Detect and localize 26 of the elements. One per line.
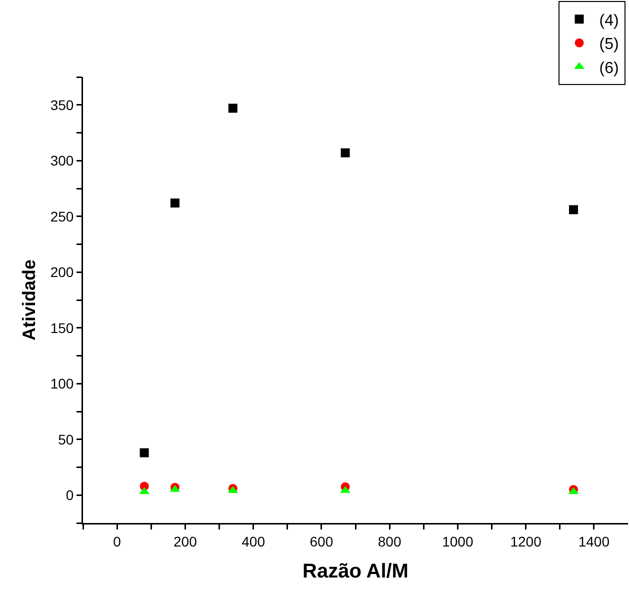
x-tick-label: 400 bbox=[242, 533, 266, 550]
x-axis-title: Razão Al/M bbox=[302, 560, 408, 583]
x-tick-label: 600 bbox=[310, 533, 334, 550]
point bbox=[228, 104, 238, 113]
x-tick-label: 1000 bbox=[442, 533, 474, 550]
x-tick-label: 200 bbox=[174, 533, 198, 550]
y-tick-label: 200 bbox=[50, 264, 74, 280]
x-tick-label: 1200 bbox=[510, 533, 542, 550]
point bbox=[569, 205, 578, 214]
y-tick-label: 100 bbox=[50, 376, 74, 392]
y-tick-label: 150 bbox=[50, 320, 74, 336]
legend-label: (4) bbox=[599, 12, 619, 30]
y-tick-label: 50 bbox=[58, 431, 74, 448]
point bbox=[170, 198, 180, 208]
x-tick-label: 800 bbox=[378, 533, 402, 550]
y-tick-label: 300 bbox=[50, 152, 74, 169]
legend-label: (6) bbox=[599, 60, 619, 77]
y-tick-label: 250 bbox=[50, 208, 74, 224]
x-tick-label: 1400 bbox=[578, 533, 610, 550]
y-tick-label: 0 bbox=[66, 487, 74, 504]
y-tick-label: 350 bbox=[50, 96, 74, 113]
point bbox=[140, 448, 149, 458]
point bbox=[340, 148, 350, 158]
x-tick-label: 0 bbox=[113, 533, 122, 550]
y-axis-title: Atividade bbox=[18, 259, 39, 341]
legend-label: (5) bbox=[599, 36, 619, 54]
